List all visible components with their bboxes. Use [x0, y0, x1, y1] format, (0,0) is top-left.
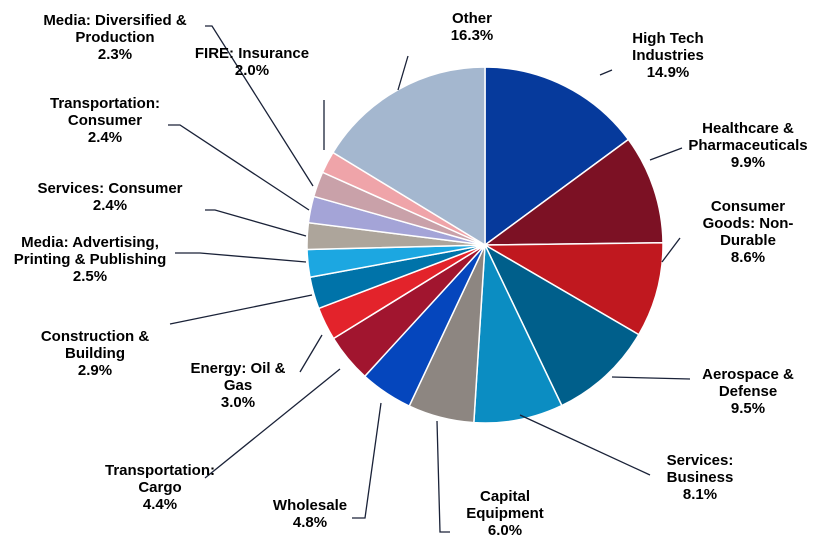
leader-line [168, 124, 310, 211]
leader-line [299, 334, 323, 373]
category-name: FIRE: Insurance [194, 45, 310, 62]
leader-line [661, 237, 681, 263]
leader-line [169, 294, 313, 325]
leader-line [436, 420, 450, 533]
category-name: Consumer Goods: Non-Durable [702, 198, 794, 249]
value-label: 16.3% [450, 27, 494, 44]
pie-slice [473, 242, 563, 424]
value-label: 4.8% [292, 514, 328, 531]
slice-label: Consumer Goods: Non-Durable 8.6% [698, 198, 798, 266]
leader-line [204, 368, 341, 479]
category-name: Media: Diversified & Production [43, 12, 187, 46]
category-name: Wholesale [272, 497, 348, 514]
slice-label: Healthcare & Pharmaceuticals 9.9% [678, 120, 816, 171]
value-label: 14.9% [646, 64, 690, 81]
value-label: 9.9% [730, 154, 766, 171]
category-name: Services: Consumer [37, 180, 183, 197]
value-label: 9.5% [730, 400, 766, 417]
category-name: Aerospace & Defense [702, 366, 794, 400]
slice-label: High Tech Industries 14.9% [621, 30, 716, 81]
leader-line [205, 25, 314, 187]
leader-line [599, 69, 613, 76]
category-name: Transportation: Consumer [49, 95, 160, 129]
slice-label: Transportation: Cargo 4.4% [93, 462, 228, 513]
slice-label: Construction & Building 2.9% [28, 328, 163, 379]
pie-slice [482, 138, 664, 246]
slice-label: Capital Equipment 6.0% [453, 488, 558, 539]
slice-label: Services: Business 8.1% [653, 452, 748, 503]
slice-label: Media: Advertising, Printing & Publishin… [10, 234, 170, 285]
leader-line [611, 376, 691, 380]
value-label: 2.4% [87, 129, 123, 146]
value-label: 2.9% [77, 362, 113, 379]
category-name: High Tech Industries [632, 30, 704, 64]
value-label: 6.0% [487, 522, 523, 539]
pie-slice [484, 66, 630, 247]
slice-label: Aerospace & Defense 9.5% [691, 366, 806, 417]
category-name: Media: Advertising, Printing & Publishin… [13, 234, 167, 268]
slice-label: Media: Diversified & Production 2.3% [25, 12, 205, 63]
pie-slice [483, 243, 640, 407]
slice-label: Services: Consumer 2.4% [10, 180, 210, 214]
slice-label: Transportation: Consumer 2.4% [33, 95, 178, 146]
leader-line [649, 147, 683, 161]
value-label: 2.3% [97, 46, 133, 63]
value-label: 8.1% [682, 486, 718, 503]
category-name: Services: Business [666, 452, 734, 486]
category-name: Energy: Oil & Gas [190, 360, 286, 394]
value-label: 3.0% [220, 394, 256, 411]
slice-label: Energy: Oil & Gas 3.0% [181, 360, 296, 411]
category-name: Construction & Building [40, 328, 150, 362]
leader-line [352, 402, 382, 519]
slice-label: FIRE: Insurance 2.0% [160, 45, 345, 79]
value-label: 2.4% [92, 197, 128, 214]
slice-label: Wholesale 4.8% [260, 497, 360, 531]
leader-line [397, 55, 409, 91]
value-label: 8.6% [730, 249, 766, 266]
category-name: Transportation: Cargo [104, 462, 215, 496]
leader-line [519, 414, 651, 476]
value-label: 2.0% [234, 62, 270, 79]
leader-line [205, 209, 307, 237]
value-label: 2.5% [72, 268, 108, 285]
category-name: Capital Equipment [466, 488, 544, 522]
pie-slice [482, 242, 664, 336]
slice-label: Other 16.3% [432, 10, 512, 44]
value-label: 4.4% [142, 496, 178, 513]
category-name: Healthcare & Pharmaceuticals [688, 120, 808, 154]
category-name: Other [451, 10, 492, 27]
leader-line [175, 252, 307, 263]
